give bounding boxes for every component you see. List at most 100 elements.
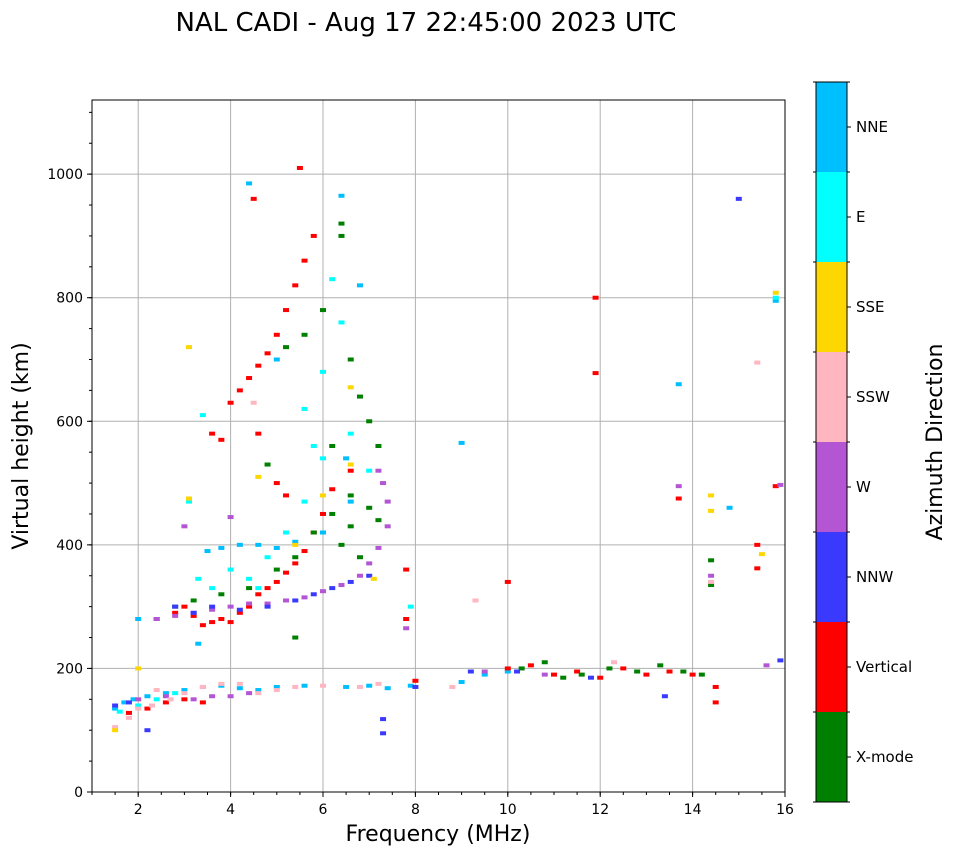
- echo-mark-x-mode: [375, 444, 382, 448]
- echo-mark-e: [135, 703, 142, 708]
- echo-mark-vertical: [574, 669, 581, 674]
- echo-mark-x-mode: [190, 598, 197, 603]
- echo-mark-vertical: [754, 542, 761, 547]
- echo-mark-e: [186, 499, 193, 504]
- colorbar-tick-label: NNW: [856, 568, 893, 586]
- echo-mark-e: [246, 576, 253, 581]
- colorbar-tick-label: E: [856, 208, 865, 226]
- echo-mark-x-mode: [366, 505, 373, 510]
- echo-mark-nne: [121, 700, 128, 705]
- echo-mark-w: [190, 697, 197, 702]
- colorbar-segment-vertical: [816, 622, 847, 712]
- echo-mark-ssw: [153, 688, 160, 693]
- echo-mark-vertical: [754, 566, 761, 571]
- echo-mark-w: [135, 697, 142, 702]
- echo-mark-x-mode: [218, 592, 225, 597]
- echo-mark-x-mode: [347, 524, 354, 529]
- echo-mark-vertical: [712, 700, 719, 705]
- echo-mark-e: [255, 586, 262, 591]
- echo-mark-vertical: [301, 258, 308, 263]
- echo-mark-vertical: [236, 610, 243, 615]
- echo-mark-e: [366, 468, 373, 473]
- colorbar-tick-label: NNE: [856, 118, 888, 136]
- echo-mark-x-mode: [698, 672, 705, 677]
- echo-mark-ssw: [135, 706, 142, 711]
- echo-mark-ssw: [292, 684, 299, 689]
- echo-mark-ssw: [199, 684, 206, 689]
- colorbar-segment-w: [816, 442, 847, 532]
- echo-mark-w: [162, 694, 169, 699]
- echo-mark-vertical: [675, 496, 682, 501]
- echo-mark-e: [153, 697, 160, 702]
- echo-mark-e: [283, 530, 290, 535]
- colorbar-segment-nnw: [816, 532, 847, 622]
- y-tick-label: 200: [56, 661, 83, 677]
- echo-mark-sse: [708, 508, 715, 513]
- echo-mark-w: [763, 663, 770, 668]
- echo-mark-e: [301, 499, 308, 504]
- x-tick-label: 8: [411, 802, 420, 818]
- echo-mark-w: [375, 468, 382, 473]
- echo-mark-ssw: [472, 598, 479, 603]
- colorbar-tick-label: W: [856, 478, 871, 496]
- echo-mark-sse: [370, 576, 377, 581]
- echo-mark-vertical: [412, 678, 419, 683]
- echo-mark-nnw: [380, 717, 387, 722]
- colorbar-segment-ssw: [816, 352, 847, 442]
- echo-mark-ssw: [125, 715, 132, 720]
- echo-mark-nnw: [777, 658, 784, 663]
- echo-mark-nne: [162, 691, 169, 696]
- echo-mark-nnw: [292, 598, 299, 603]
- echo-mark-vertical: [320, 511, 326, 516]
- echo-mark-ssw: [449, 684, 456, 689]
- echo-mark-x-mode: [375, 518, 382, 523]
- echo-mark-nne: [255, 688, 262, 693]
- echo-mark-vertical: [283, 308, 290, 313]
- echo-mark-e: [172, 691, 179, 696]
- echo-mark-nne: [356, 283, 363, 288]
- echo-mark-nne: [204, 549, 211, 554]
- echo-mark-x-mode: [329, 511, 336, 516]
- echo-mark-nne: [504, 669, 511, 674]
- echo-mark-ssw: [149, 703, 156, 708]
- echo-mark-sse: [186, 496, 193, 501]
- colorbar-segment-x-mode: [816, 712, 847, 802]
- echo-mark-x-mode: [329, 444, 336, 448]
- echo-mark-vertical: [199, 700, 206, 705]
- echo-mark-x-mode: [560, 675, 567, 680]
- echo-mark-w: [777, 482, 784, 487]
- echo-mark-ssw: [375, 681, 382, 686]
- echo-mark-vertical: [236, 388, 243, 393]
- echo-mark-w: [227, 604, 234, 609]
- echo-mark-e: [209, 586, 216, 591]
- echo-mark-w: [403, 626, 410, 631]
- echo-mark-vertical: [301, 549, 308, 554]
- echo-mark-nnw: [735, 196, 742, 201]
- echo-mark-x-mode: [283, 345, 290, 350]
- x-tick-label: 6: [319, 802, 328, 818]
- echo-mark-nne: [236, 542, 243, 547]
- echo-mark-vertical: [329, 487, 336, 492]
- echo-mark-sse: [112, 728, 119, 733]
- echo-mark-vertical: [250, 196, 257, 201]
- echo-mark-x-mode: [273, 567, 280, 572]
- echo-mark-x-mode: [338, 233, 345, 238]
- x-tick-label: 14: [684, 802, 702, 818]
- y-tick-label: 1000: [47, 167, 83, 183]
- echo-mark-nnw: [112, 703, 119, 708]
- echo-mark-nne: [366, 683, 373, 688]
- echo-mark-vertical: [181, 697, 188, 702]
- echo-mark-x-mode: [518, 666, 525, 671]
- echo-mark-nne: [135, 617, 142, 621]
- echo-mark-vertical: [255, 363, 262, 368]
- echo-mark-nne: [675, 382, 682, 387]
- echo-mark-vertical: [218, 617, 225, 621]
- echo-mark-e: [772, 295, 779, 300]
- echo-mark-vertical: [209, 431, 216, 436]
- echo-mark-ssw: [255, 691, 262, 696]
- echo-mark-vertical: [504, 666, 511, 671]
- echo-mark-sse: [292, 542, 299, 547]
- echo-mark-nne: [218, 545, 225, 550]
- echo-mark-e: [407, 604, 414, 609]
- echo-mark-sse: [758, 552, 765, 557]
